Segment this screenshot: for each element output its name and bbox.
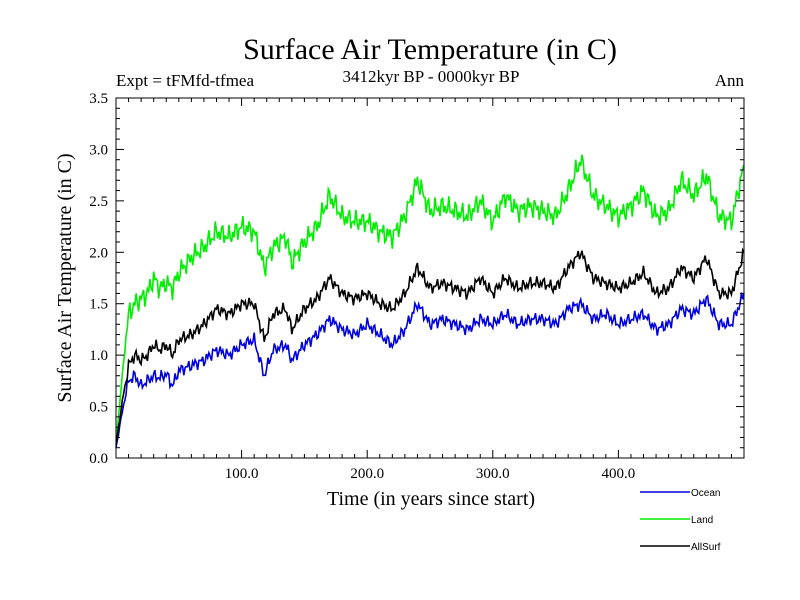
y-tick-label: 1.0	[89, 348, 108, 364]
y-tick-label: 2.5	[89, 194, 108, 210]
season-label: Ann	[715, 71, 745, 90]
y-tick-label: 2.0	[89, 245, 108, 261]
y-tick-label: 0.5	[89, 400, 108, 416]
legend-label-ocean: Ocean	[691, 488, 720, 499]
experiment-label: Expt = tFMfd-tfmea	[116, 71, 254, 90]
axis-tick-labels: 100.0 200.0 300.0 400.0 0.0 0.5 1.0 1.5 2.0 2.5 3.…	[89, 91, 635, 482]
x-axis-label: Time (in years since start)	[327, 488, 535, 510]
series-line-ocean	[115, 292, 745, 448]
y-tick-label: 1.5	[89, 297, 108, 313]
series-line-land	[115, 154, 745, 441]
x-tick-label: 300.0	[476, 466, 510, 482]
legend: Ocean Land AllSurf	[640, 488, 721, 553]
x-tick-label: 100.0	[225, 466, 259, 482]
y-tick-label: 3.0	[89, 142, 108, 158]
legend-label-allsurf: AllSurf	[691, 542, 721, 553]
plot-lines	[115, 154, 745, 448]
y-tick-label: 3.5	[89, 91, 108, 107]
x-tick-label: 400.0	[602, 466, 636, 482]
y-axis-label: Surface Air Temperature (in C)	[54, 153, 76, 402]
chart-subtitle: 3412kyr BP - 0000kyr BP	[343, 67, 520, 86]
chart-title: Surface Air Temperature (in C)	[243, 33, 617, 66]
legend-label-land: Land	[691, 515, 713, 526]
series-line-allsurf	[115, 247, 745, 446]
axis-ticks	[116, 98, 744, 458]
y-tick-label: 0.0	[89, 451, 108, 467]
x-tick-label: 200.0	[350, 466, 384, 482]
